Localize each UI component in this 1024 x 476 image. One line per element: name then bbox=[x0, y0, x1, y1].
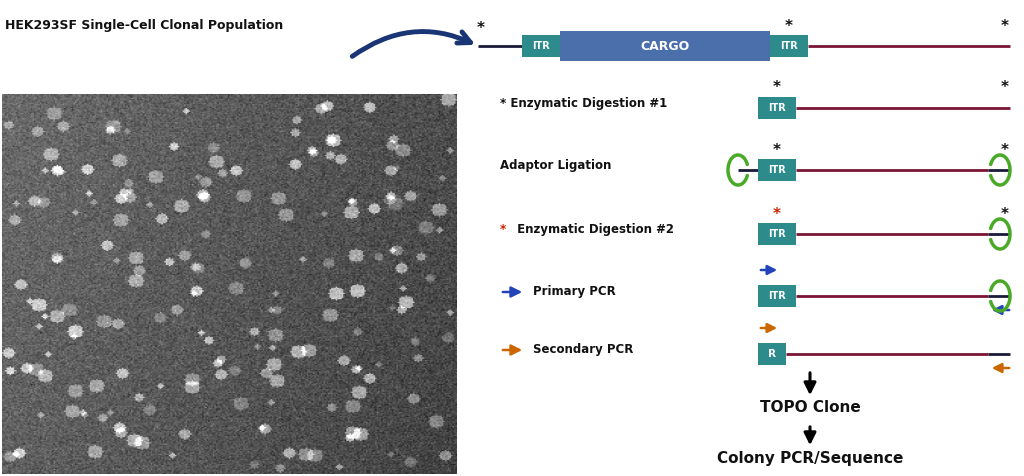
Text: ITR: ITR bbox=[532, 41, 550, 51]
Text: ITR: ITR bbox=[768, 229, 785, 239]
Text: *: * bbox=[773, 142, 781, 158]
FancyBboxPatch shape bbox=[560, 31, 770, 61]
FancyBboxPatch shape bbox=[758, 97, 796, 119]
Text: R: R bbox=[768, 349, 776, 359]
Text: Colony PCR/Sequence: Colony PCR/Sequence bbox=[717, 450, 903, 466]
FancyBboxPatch shape bbox=[770, 35, 808, 57]
FancyBboxPatch shape bbox=[758, 343, 786, 365]
Text: *: * bbox=[1001, 207, 1009, 221]
FancyBboxPatch shape bbox=[758, 159, 796, 181]
FancyBboxPatch shape bbox=[758, 223, 796, 245]
Text: TOPO Clone: TOPO Clone bbox=[760, 400, 860, 416]
Text: Enzymatic Digestion #2: Enzymatic Digestion #2 bbox=[513, 224, 674, 237]
Text: CARGO: CARGO bbox=[640, 40, 689, 52]
Text: HEK293SF Single-Cell Clonal Population: HEK293SF Single-Cell Clonal Population bbox=[5, 20, 284, 32]
Text: * Enzymatic Digestion #1: * Enzymatic Digestion #1 bbox=[500, 98, 668, 110]
Text: ITR: ITR bbox=[780, 41, 798, 51]
Text: ITR: ITR bbox=[768, 103, 785, 113]
Text: Adaptor Ligation: Adaptor Ligation bbox=[500, 159, 611, 172]
Text: *: * bbox=[1001, 142, 1009, 158]
Text: Secondary PCR: Secondary PCR bbox=[534, 344, 634, 357]
Text: ITR: ITR bbox=[768, 165, 785, 175]
Text: *: * bbox=[500, 224, 506, 237]
Text: *: * bbox=[477, 20, 485, 36]
Text: *: * bbox=[1001, 19, 1009, 33]
FancyBboxPatch shape bbox=[758, 285, 796, 307]
Text: ITR: ITR bbox=[768, 291, 785, 301]
Text: *: * bbox=[773, 80, 781, 96]
FancyBboxPatch shape bbox=[522, 35, 560, 57]
Text: *: * bbox=[773, 207, 781, 221]
Text: Primary PCR: Primary PCR bbox=[534, 286, 615, 298]
Text: *: * bbox=[1001, 80, 1009, 96]
Text: *: * bbox=[785, 19, 793, 33]
